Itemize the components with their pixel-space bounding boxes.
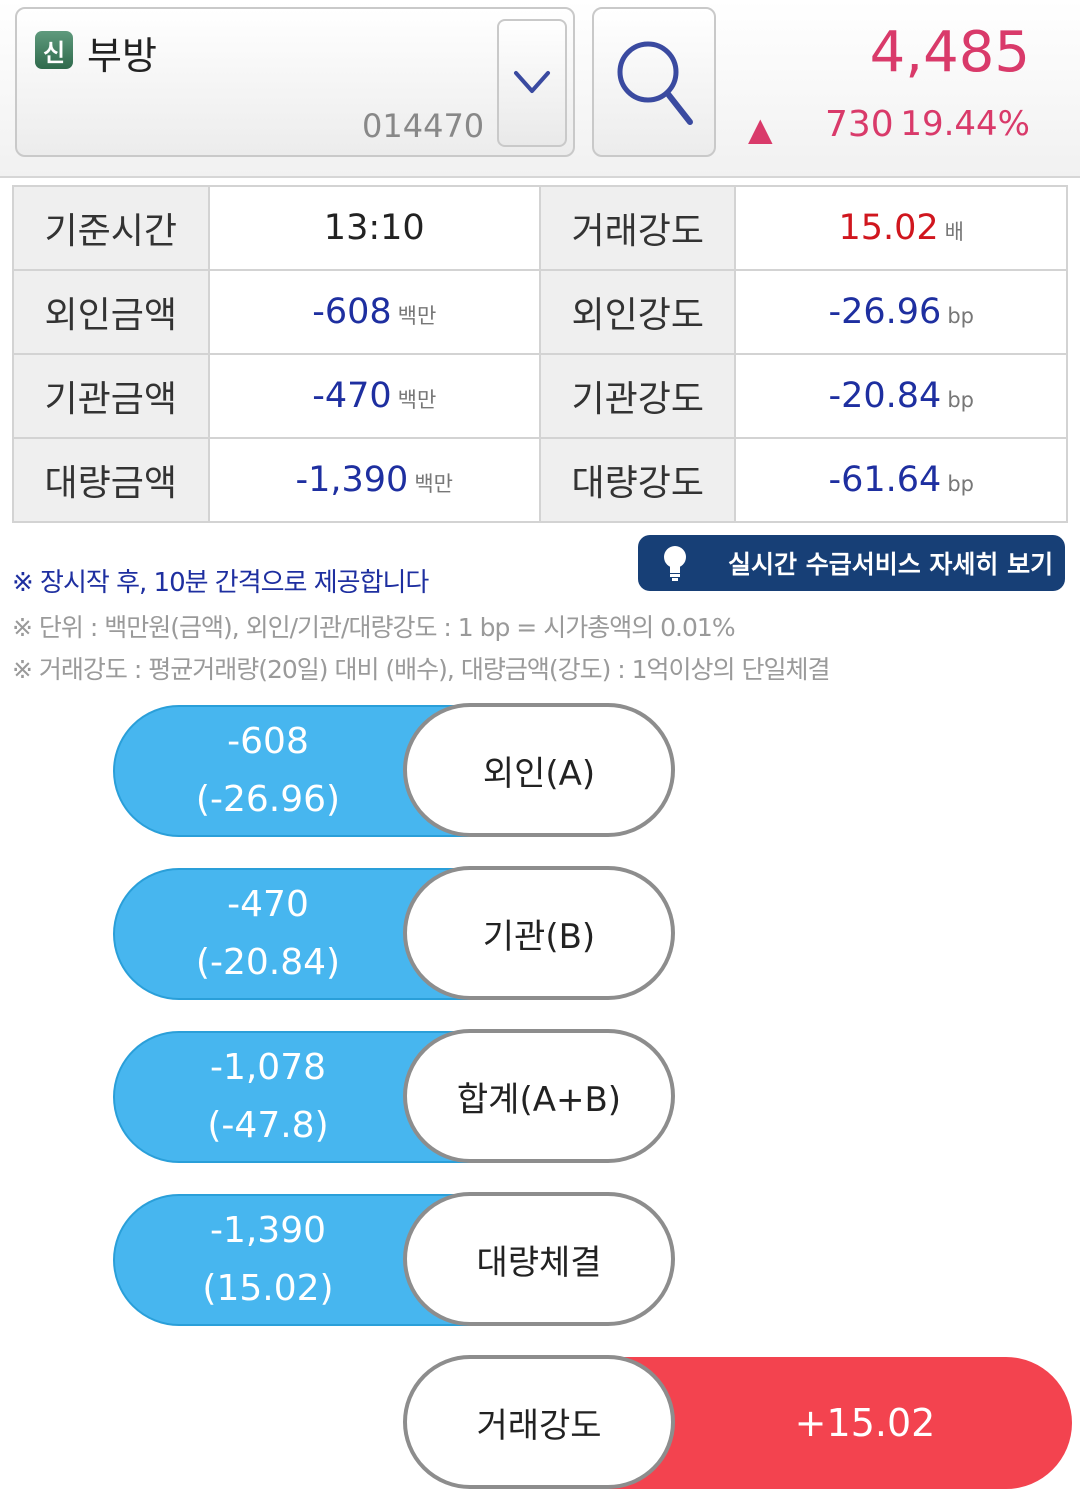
unit-label: 백만 <box>414 472 453 496</box>
unit-label: bp <box>947 388 974 412</box>
bar-strength: (-20.84) <box>195 942 341 983</box>
institution-bar-row: -470 (-20.84) 기관(B) <box>0 866 1080 1002</box>
foreign-bar-row: -608 (-26.96) 외인(A) <box>0 703 1080 839</box>
institution-amount-value: -470 <box>312 376 392 416</box>
unit-label: 백만 <box>397 304 437 328</box>
unit-note: ※ 단위 : 백만원(금액), 외인/기관/대량강도 : 1 bp = 시가총액… <box>12 613 736 642</box>
row-value: 13:10 <box>207 185 541 271</box>
foreign-intensity-value: -26.96 <box>828 292 942 332</box>
block-amount-value: -1,390 <box>295 460 409 500</box>
institution-intensity-value: -20.84 <box>828 376 942 416</box>
base-time-value: 13:10 <box>323 208 425 248</box>
row-label: 대량강도 <box>538 437 737 523</box>
stock-header: 신 부방 014470 4,485 ▲ 730 19.44% <box>0 0 1080 178</box>
stock-dropdown-button[interactable] <box>497 19 567 147</box>
total-bar-row: -1,078 (-47.8) 합계(A+B) <box>0 1029 1080 1165</box>
foreign-amount-value: -608 <box>312 292 392 332</box>
bar-strength: (15.02) <box>202 1268 334 1309</box>
row-label: 기관강도 <box>538 353 737 439</box>
intensity-pill[interactable]: 거래강도 <box>403 1355 675 1489</box>
total-pill[interactable]: 합계(A+B) <box>403 1029 675 1163</box>
row-label: 거래강도 <box>538 185 737 271</box>
table-row: 기관금액 -470 백만 기관강도 -20.84 bp <box>12 353 1068 439</box>
intensity-note: ※ 거래강도 : 평균거래량(20일) 대비 (배수), 대량금액(강도) : … <box>12 655 831 684</box>
bar-amount: -1,078 <box>209 1047 327 1088</box>
intensity-bar-row: +15.02 거래강도 <box>0 1355 1080 1491</box>
trade-intensity-value: 15.02 <box>838 208 939 248</box>
realtime-service-label: 실시간 수급서비스 자세히 보기 <box>728 550 1054 579</box>
table-row: 외인금액 -608 백만 외인강도 -26.96 bp <box>12 269 1068 355</box>
row-label: 대량금액 <box>12 437 210 523</box>
row-value: -608 백만 <box>207 269 541 355</box>
bar-amount: -608 <box>227 721 309 762</box>
unit-label: bp <box>947 472 974 496</box>
current-price: 4,485 <box>869 20 1030 85</box>
price-change-percent: 19.44% <box>900 104 1030 144</box>
bar-amount: -1,390 <box>209 1210 327 1251</box>
supply-demand-table: 기준시간 13:10 거래강도 15.02 배 외인금액 -608 백만 외인강도 … <box>12 185 1068 523</box>
search-button[interactable] <box>592 7 716 157</box>
block-intensity-value: -61.64 <box>828 460 942 500</box>
row-value: -20.84 bp <box>734 353 1068 439</box>
row-value: -26.96 bp <box>734 269 1068 355</box>
chevron-down-icon <box>514 71 550 93</box>
intensity-bar-value: +15.02 <box>794 1401 936 1445</box>
bar-strength: (-47.8) <box>207 1105 329 1146</box>
row-label: 기준시간 <box>12 185 210 271</box>
bar-amount: -470 <box>227 884 309 925</box>
up-arrow-icon: ▲ <box>748 110 773 148</box>
foreign-pill[interactable]: 외인(A) <box>403 703 675 837</box>
bar-strength: (-26.96) <box>195 779 341 820</box>
credit-badge: 신 <box>35 31 73 69</box>
row-value: -1,390 백만 <box>207 437 541 523</box>
stock-selector[interactable]: 신 부방 014470 <box>15 7 575 157</box>
table-row: 대량금액 -1,390 백만 대량강도 -61.64 bp <box>12 437 1068 523</box>
stock-code: 014470 <box>362 107 485 145</box>
row-label: 외인금액 <box>12 269 210 355</box>
unit-label: bp <box>947 304 974 328</box>
institution-pill[interactable]: 기관(B) <box>403 866 675 1000</box>
row-value: -470 백만 <box>207 353 541 439</box>
stock-name: 부방 <box>87 34 157 78</box>
search-icon <box>617 41 693 125</box>
unit-label: 배 <box>944 220 964 244</box>
interval-note: ※ 장시작 후, 10분 간격으로 제공합니다 <box>12 568 429 598</box>
price-change: 730 <box>825 104 894 145</box>
lightbulb-icon <box>664 546 686 581</box>
realtime-service-button[interactable]: 실시간 수급서비스 자세히 보기 <box>638 535 1065 591</box>
row-label: 외인강도 <box>538 269 737 355</box>
block-bar-row: -1,390 (15.02) 대량체결 <box>0 1192 1080 1328</box>
table-row: 기준시간 13:10 거래강도 15.02 배 <box>12 185 1068 271</box>
block-pill[interactable]: 대량체결 <box>403 1192 675 1326</box>
institution-bar-value: -470 (-20.84) <box>113 866 423 1002</box>
unit-label: 백만 <box>397 388 437 412</box>
block-bar-value: -1,390 (15.02) <box>113 1192 423 1328</box>
row-value: -61.64 bp <box>734 437 1068 523</box>
row-value: 15.02 배 <box>734 185 1068 271</box>
total-bar-value: -1,078 (-47.8) <box>113 1029 423 1165</box>
row-label: 기관금액 <box>12 353 210 439</box>
foreign-bar-value: -608 (-26.96) <box>113 703 423 839</box>
